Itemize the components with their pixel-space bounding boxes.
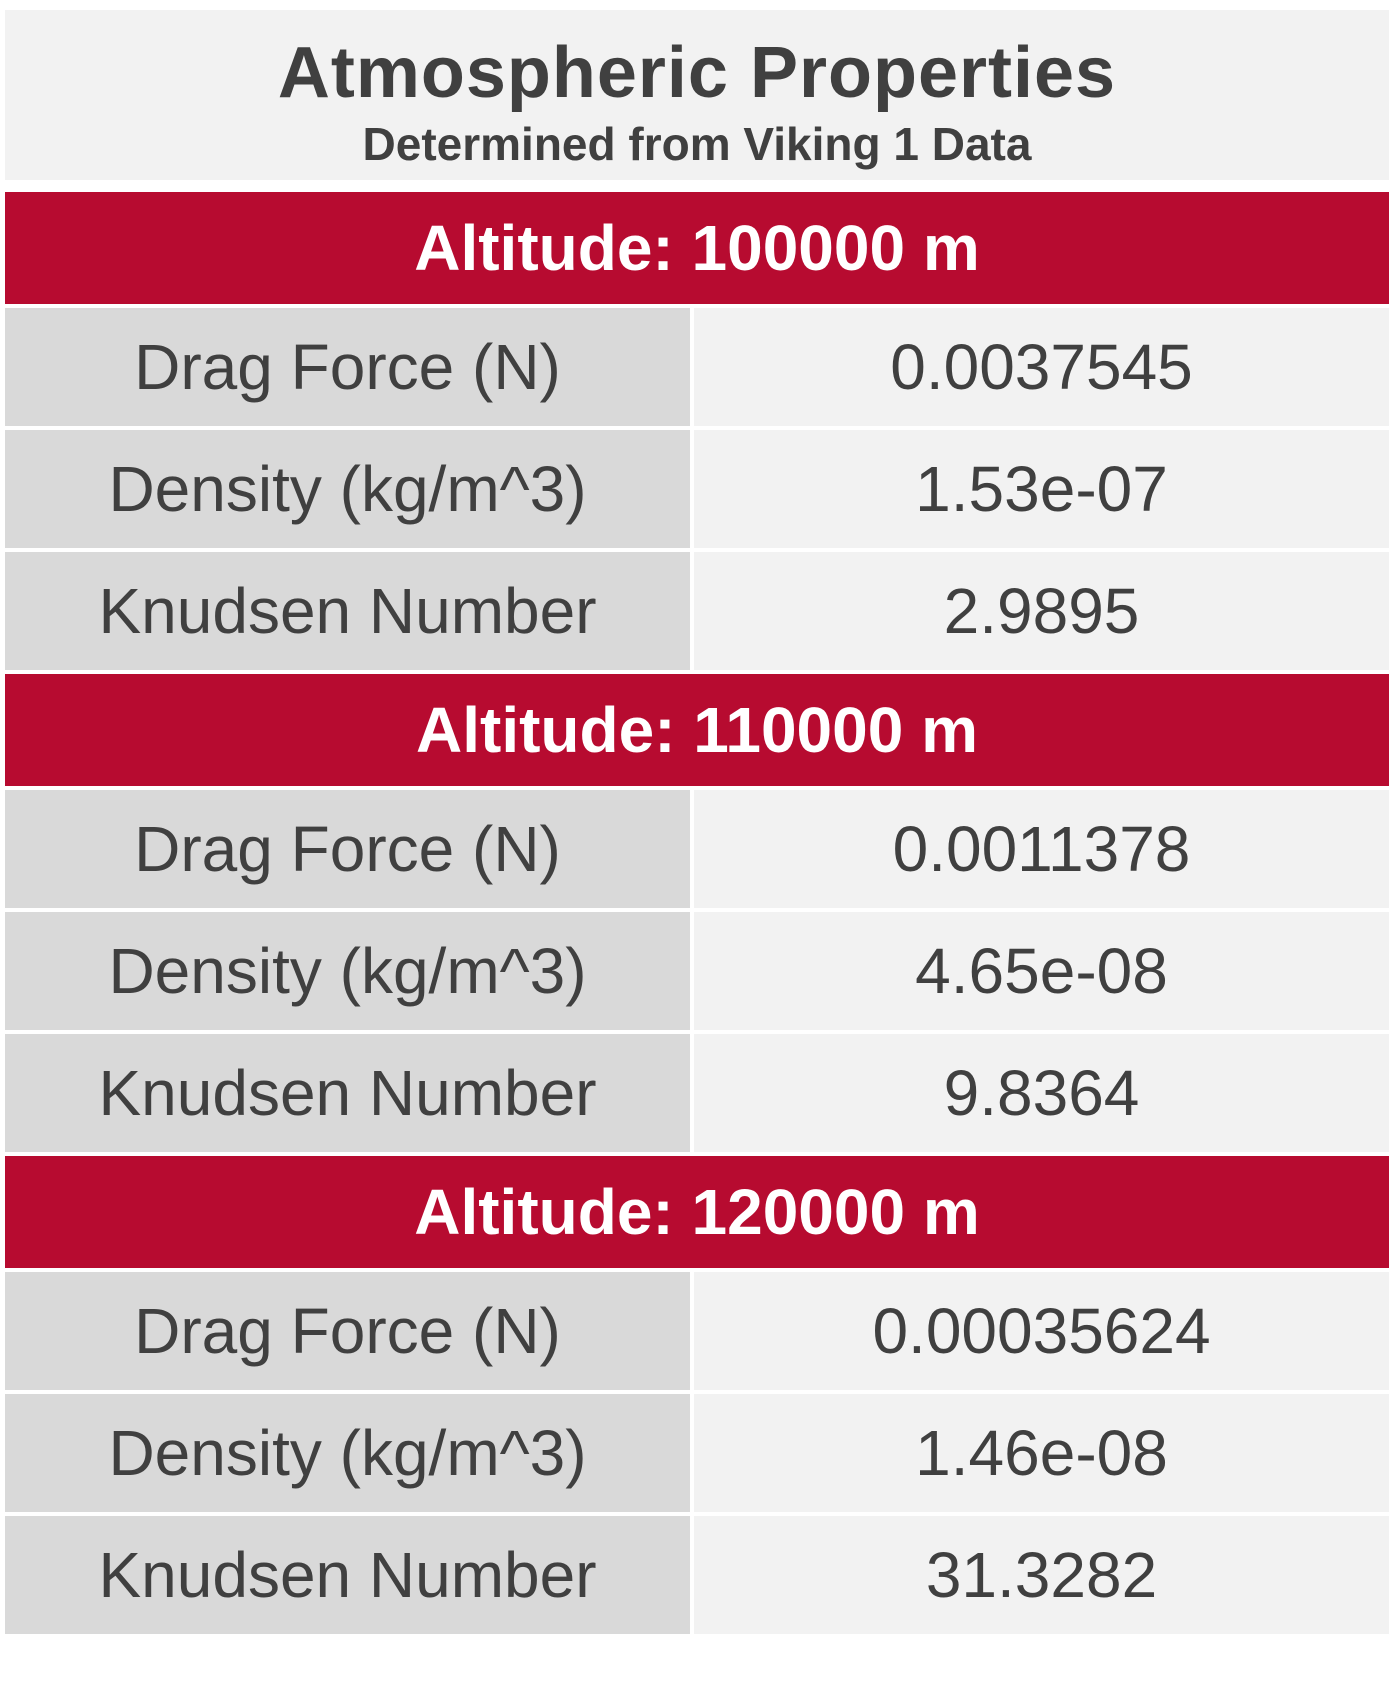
row-value: 0.00035624 [694,1272,1389,1390]
row-label: Density (kg/m^3) [5,430,690,548]
table-row: Knudsen Number 2.9895 [5,552,1389,670]
table-row: Density (kg/m^3) 4.65e-08 [5,912,1389,1030]
table-row: Drag Force (N) 0.00035624 [5,1272,1389,1390]
row-value: 2.9895 [694,552,1389,670]
row-value: 1.53e-07 [694,430,1389,548]
section-header: Altitude: 120000 m [5,1156,1389,1268]
altitude-section-120000: Altitude: 120000 m Drag Force (N) 0.0003… [5,1156,1389,1634]
row-label: Knudsen Number [5,552,690,670]
table-title: Atmospheric Properties [277,33,1117,113]
table-subtitle: Determined from Viking 1 Data [362,117,1032,170]
altitude-section-110000: Altitude: 110000 m Drag Force (N) 0.0011… [5,674,1389,1152]
table-row: Density (kg/m^3) 1.53e-07 [5,430,1389,548]
row-value: 31.3282 [694,1516,1389,1634]
table-row: Knudsen Number 31.3282 [5,1516,1389,1634]
table-row: Density (kg/m^3) 1.46e-08 [5,1394,1389,1512]
altitude-section-100000: Altitude: 100000 m Drag Force (N) 0.0037… [5,192,1389,670]
table-row: Drag Force (N) 0.0011378 [5,790,1389,908]
row-label: Drag Force (N) [5,308,690,426]
row-value: 0.0011378 [694,790,1389,908]
row-value: 0.0037545 [694,308,1389,426]
table-row: Drag Force (N) 0.0037545 [5,308,1389,426]
table-row: Knudsen Number 9.8364 [5,1034,1389,1152]
atmospheric-properties-table: Atmospheric Properties Determined from V… [5,10,1389,1634]
row-value: 4.65e-08 [694,912,1389,1030]
title-block: Atmospheric Properties Determined from V… [5,10,1389,180]
row-label: Density (kg/m^3) [5,912,690,1030]
row-value: 9.8364 [694,1034,1389,1152]
row-label: Density (kg/m^3) [5,1394,690,1512]
row-value: 1.46e-08 [694,1394,1389,1512]
section-header: Altitude: 110000 m [5,674,1389,786]
row-label: Knudsen Number [5,1516,690,1634]
row-label: Knudsen Number [5,1034,690,1152]
row-label: Drag Force (N) [5,1272,690,1390]
section-header: Altitude: 100000 m [5,192,1389,304]
row-label: Drag Force (N) [5,790,690,908]
